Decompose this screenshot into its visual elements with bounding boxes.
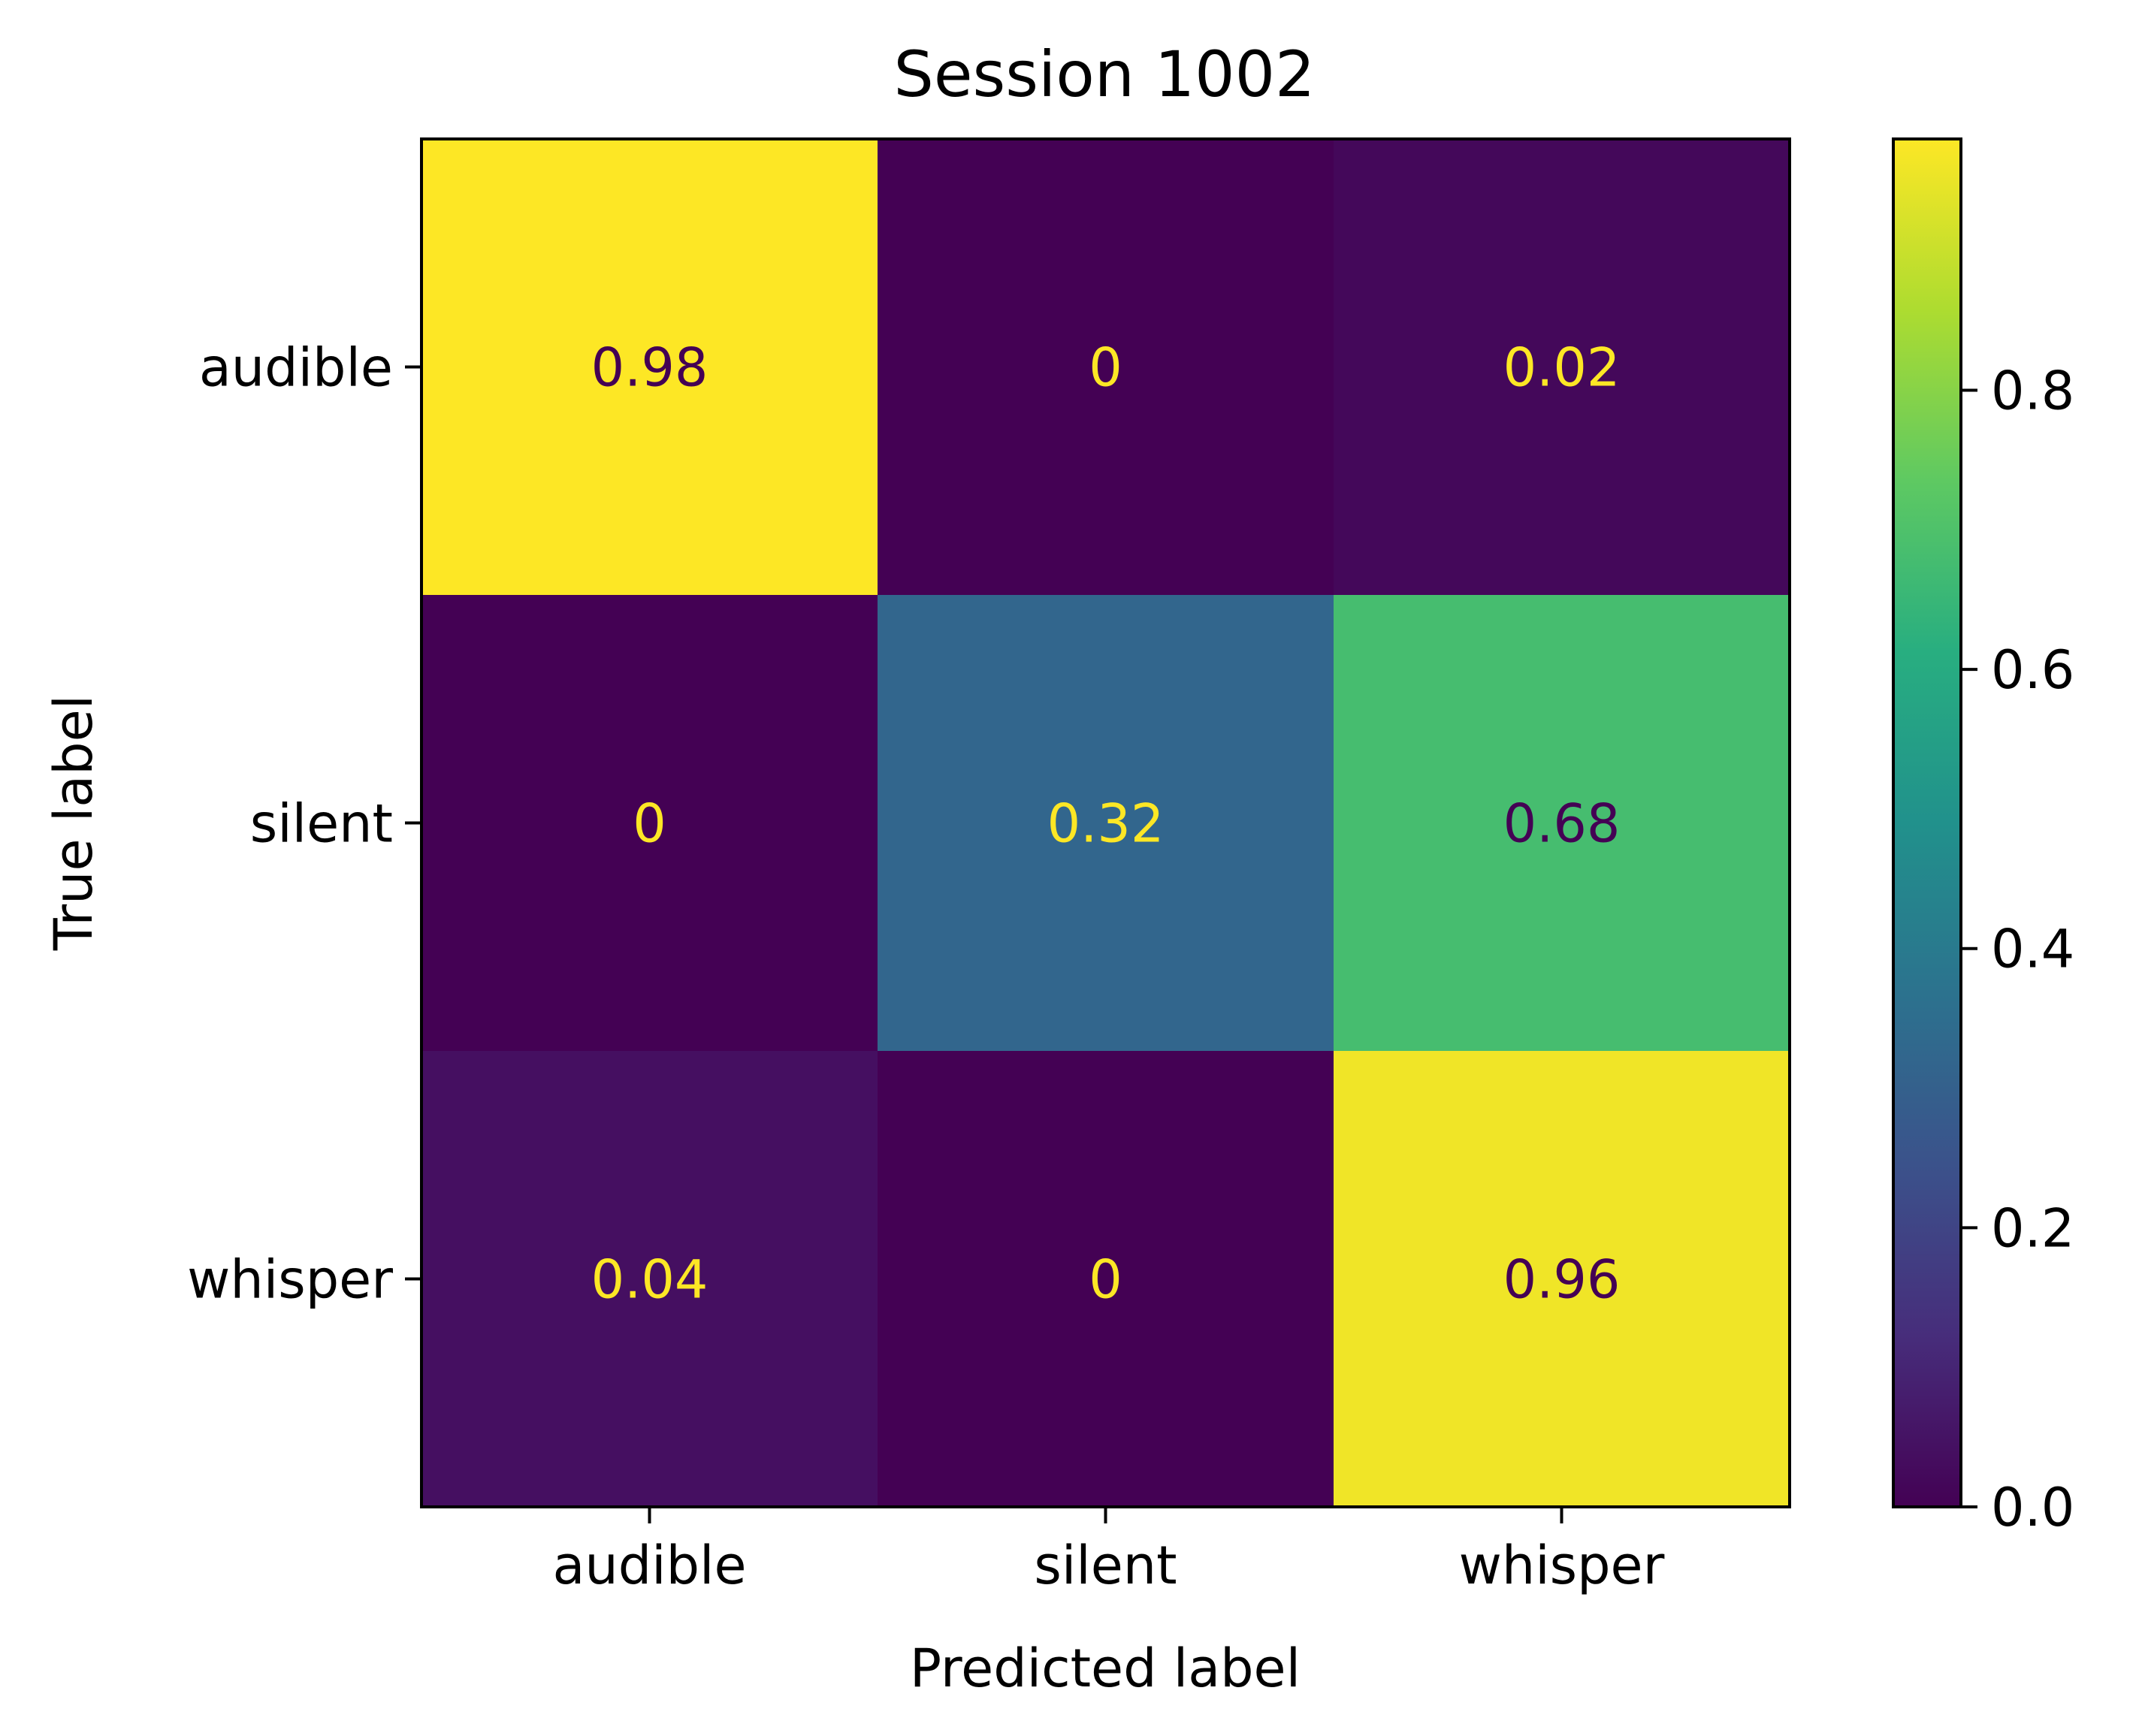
heatmap-cell-labels: 0.98 0 0.02 0 0.32 0.68 0.04 0 0.96 <box>591 337 1621 1311</box>
cell-value-label: 0.96 <box>1503 1249 1621 1311</box>
cell-value-label: 0.68 <box>1503 793 1621 855</box>
colorbar <box>1892 137 1962 1508</box>
colorbar-tick-label: 0.4 <box>1991 919 2074 980</box>
heatmap-cell <box>421 595 878 1052</box>
colorbar-tick-label: 0.0 <box>1991 1477 2074 1538</box>
y-axis-ticks: audible silent whisper <box>187 337 421 1311</box>
colorbar-ticks: 0.0 0.2 0.4 0.6 0.8 <box>1961 360 2074 1538</box>
cell-value-label: 0.98 <box>591 337 708 399</box>
heatmap-cell <box>878 1051 1334 1508</box>
x-tick-label: whisper <box>1459 1535 1665 1596</box>
y-axis-label: True label <box>43 695 104 951</box>
y-tick-label: audible <box>199 337 393 399</box>
x-tick-label: silent <box>1034 1535 1177 1596</box>
cell-value-label: 0.04 <box>591 1249 708 1311</box>
cell-value-label: 0 <box>633 793 666 855</box>
heatmap-cell <box>421 1051 878 1508</box>
cell-value-label: 0 <box>1089 337 1122 399</box>
colorbar-tick-label: 0.2 <box>1991 1197 2074 1259</box>
heatmap-cell <box>878 139 1334 596</box>
x-tick-label: audible <box>552 1535 746 1596</box>
heatmap-cell <box>878 595 1334 1052</box>
cell-value-label: 0.32 <box>1047 793 1165 855</box>
colorbar-tick-label: 0.8 <box>1991 360 2074 421</box>
colorbar-tick-label: 0.6 <box>1991 639 2074 701</box>
heatmap-cell <box>1334 139 1790 596</box>
heatmap-cell <box>1334 1051 1790 1508</box>
x-axis-label: Predicted label <box>910 1638 1301 1699</box>
heatmap-cells <box>421 139 1790 1508</box>
x-axis-ticks: audible silent whisper <box>552 1507 1665 1596</box>
y-tick-label: silent <box>250 793 393 855</box>
cell-value-label: 0.02 <box>1503 337 1621 399</box>
cell-value-label: 0 <box>1089 1249 1122 1311</box>
chart-title: Session 1002 <box>894 38 1316 111</box>
y-tick-label: whisper <box>187 1249 393 1311</box>
heatmap-cell <box>1334 595 1790 1052</box>
heatmap-cell <box>421 139 878 596</box>
